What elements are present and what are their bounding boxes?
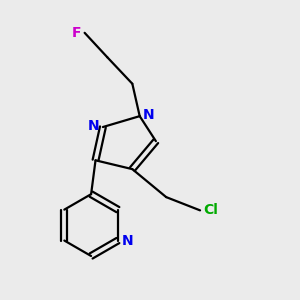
Text: N: N — [88, 119, 99, 133]
Text: N: N — [143, 108, 155, 122]
Text: F: F — [72, 26, 82, 40]
Text: Cl: Cl — [203, 203, 218, 218]
Text: N: N — [122, 233, 133, 248]
